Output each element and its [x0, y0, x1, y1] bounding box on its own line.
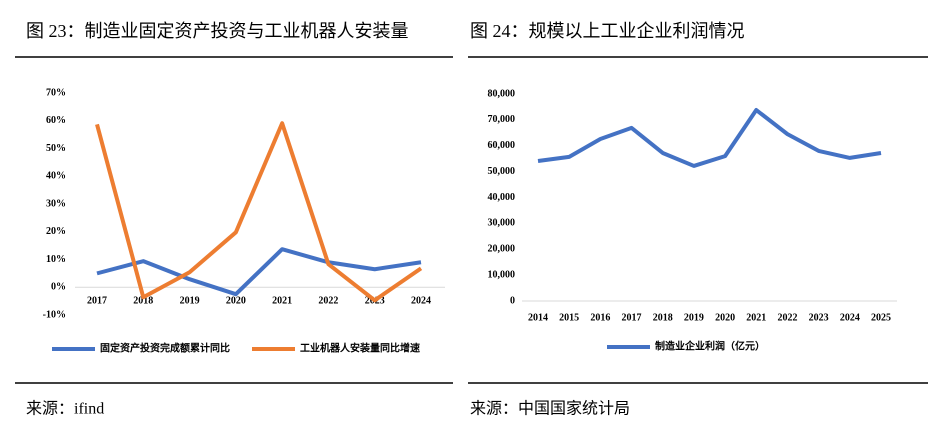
x-tick-label: 2019	[180, 295, 200, 306]
series-line	[96, 247, 422, 297]
x-tick-label: 2023	[809, 312, 829, 323]
y-tick-label: 60,000	[488, 140, 516, 151]
x-tick-label: 2018	[133, 295, 153, 306]
series-line	[537, 108, 882, 168]
x-tick-label: 2018	[653, 312, 673, 323]
x-tick-label: 2019	[684, 312, 704, 323]
y-tick-label: 30,000	[488, 218, 516, 229]
y-tick-label: -10%	[43, 309, 66, 320]
x-tick-label: 2020	[226, 295, 246, 306]
y-tick-label: 60%	[46, 115, 66, 126]
y-tick-label: 10%	[46, 254, 66, 265]
x-tick-label: 2016	[590, 312, 610, 323]
x-tick-label: 2017	[622, 312, 642, 323]
y-tick-label: 70%	[46, 87, 66, 98]
legend-label: 制造业企业利润（亿元）	[655, 339, 765, 352]
x-tick-label: 2022	[318, 295, 338, 306]
figure-source: 来源：ifind	[26, 400, 104, 418]
legend-label: 工业机器人安装量同比增速	[300, 341, 420, 354]
x-tick-label: 2015	[559, 312, 579, 323]
y-tick-label: 10,000	[488, 269, 516, 280]
y-tick-label: 20%	[46, 226, 66, 237]
y-tick-label: 0%	[51, 282, 66, 293]
y-tick-label: 20,000	[488, 244, 516, 255]
figure-title: 图 24：规模以上工业企业利润情况	[470, 21, 745, 41]
y-tick-label: 40%	[46, 171, 66, 182]
y-tick-label: 50%	[46, 143, 66, 154]
series-line	[95, 121, 423, 303]
x-tick-label: 2014	[528, 312, 548, 323]
x-tick-label: 2024	[411, 295, 431, 306]
x-tick-label: 2025	[871, 312, 891, 323]
x-tick-label: 2022	[777, 312, 797, 323]
x-tick-label: 2017	[87, 295, 107, 306]
y-tick-label: 80,000	[488, 88, 516, 99]
legend-label: 固定资产投资完成额累计同比	[100, 341, 230, 354]
x-tick-label: 2020	[715, 312, 735, 323]
x-tick-label: 2024	[840, 312, 860, 323]
x-tick-label: 2021	[272, 295, 292, 306]
y-tick-label: 70,000	[488, 114, 516, 125]
y-tick-label: 50,000	[488, 166, 516, 177]
figure-title: 图 23：制造业固定资产投资与工业机器人安装量	[26, 21, 409, 41]
y-tick-label: 0	[510, 295, 515, 306]
y-tick-label: 40,000	[488, 192, 516, 203]
figure-source: 来源：中国国家统计局	[470, 400, 630, 418]
x-tick-label: 2021	[746, 312, 766, 323]
y-tick-label: 30%	[46, 198, 66, 209]
